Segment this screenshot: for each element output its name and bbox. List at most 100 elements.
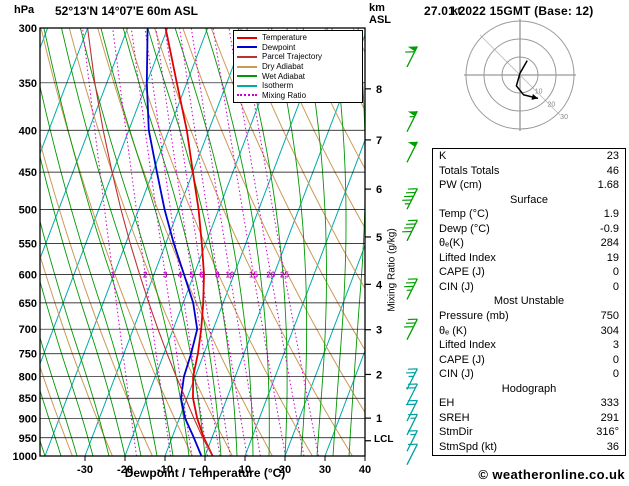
hodograph-unit-label: kt (452, 6, 461, 17)
pressure-tick-label: 900 (19, 414, 37, 426)
mixing-ratio-value: 20 (266, 270, 275, 279)
table-row-value: 36 (606, 440, 619, 453)
lcl-label: LCL (374, 434, 394, 445)
dry-adiabat-line (40, 253, 113, 456)
legend-label: Dry Adiabat (262, 62, 304, 72)
barb-staff (406, 141, 418, 163)
pressure-tick-label: 450 (19, 167, 37, 179)
wind-barb (404, 278, 418, 300)
wind-barb (406, 430, 418, 452)
hodograph-ring (501, 56, 539, 94)
x-axis-title: Dewpoint / Temperature (°C) (124, 466, 286, 480)
table-row-value: 333 (600, 397, 619, 410)
station-title: 52°13'N 14°07'E 60m ASL (55, 4, 198, 18)
barb-pennant (407, 111, 418, 117)
table-row-value: -0.9 (600, 222, 619, 235)
legend-item: Temperature (237, 33, 359, 43)
pressure-tick-label: 650 (19, 298, 37, 310)
table-row-value: 0 (612, 368, 619, 381)
table-row-value: 750 (600, 310, 619, 323)
pressure-tick-label: 800 (19, 372, 37, 384)
pressure-tick-label: 350 (19, 78, 37, 90)
pressure-tick-label: 750 (19, 349, 37, 361)
legend-label: Temperature (262, 33, 307, 43)
barb-staff (406, 430, 418, 452)
mixing-ratio-line (179, 28, 248, 456)
mixing-ratio-line (228, 28, 305, 456)
legend-item: Mixing Ratio (237, 91, 359, 101)
table-row: Lifted Index 19 (433, 251, 625, 266)
temp-tick-label: -20 (117, 464, 133, 476)
mixing-ratio-value: 25 (280, 270, 289, 279)
legend-swatch (237, 36, 257, 39)
wet-adiabat-line (43, 28, 158, 456)
pressure-tick-label: 500 (19, 205, 37, 217)
legend-swatch (237, 75, 257, 78)
temperature-curve (164, 28, 214, 456)
km-tick-label: 4 (376, 279, 383, 291)
table-row-label: CIN (J) (439, 368, 474, 381)
isotherm-line (324, 349, 365, 456)
barb-staff (406, 400, 418, 422)
wind-barb (402, 219, 418, 242)
pressure-tick-label: 400 (19, 125, 37, 137)
table-row: CIN (J) 0 (433, 367, 625, 382)
barb-pennant (407, 46, 418, 52)
table-row-label: CAPE (J) (439, 353, 485, 366)
table-row-value: 46 (606, 164, 619, 177)
table-row-label: CIN (J) (439, 280, 474, 293)
temp-tick-label: 0 (202, 464, 208, 476)
table-row: SREH 291 (433, 411, 625, 426)
isotherm-line (284, 244, 365, 456)
km-tick-label: 8 (376, 84, 382, 96)
table-row-label: Lifted Index (439, 339, 496, 352)
table-row: θₑ (K) 304 (433, 324, 625, 339)
wind-barb (406, 110, 418, 133)
hodograph-ring-label: 10 (535, 89, 543, 96)
mixing-ratio-value: 3 (163, 270, 168, 279)
mixing-ratio-line (82, 28, 137, 456)
table-row-label: θₑ(K) (439, 237, 464, 250)
table-row: Pressure (mb) 750 (433, 309, 625, 324)
pressure-tick-label: 300 (19, 23, 37, 35)
table-row: CAPE (J) 0 (433, 353, 625, 368)
table-row-label: Totals Totals (439, 164, 500, 177)
table-row: StmSpd (kt) 36 (433, 440, 625, 455)
legend-label: Mixing Ratio (262, 90, 307, 100)
mixing-ratio-value: 2 (143, 270, 148, 279)
wet-adiabat-line (40, 219, 110, 456)
table-row: Temp (°C) 1.9 (433, 207, 625, 222)
temp-tick-label: 40 (359, 464, 371, 476)
wet-adiabat-line (40, 388, 62, 456)
table-row-label: Lifted Index (439, 251, 496, 264)
barb-staff (406, 219, 418, 242)
hodograph-trace (515, 60, 539, 100)
mixing-ratio-value: 1 (111, 270, 116, 279)
legend-item: Wet Adiabat (237, 71, 359, 81)
hodograph: 10 20 30 (464, 19, 576, 131)
legend-swatch (237, 55, 257, 58)
table-row-label: EH (439, 397, 455, 410)
wind-barb (405, 399, 418, 422)
wet-adiabat-line (40, 84, 142, 456)
mixing-ratio-value: 15 (249, 270, 258, 279)
pressure-tick-label: 600 (19, 269, 37, 281)
table-row: Dewp (°C) -0.9 (433, 222, 625, 237)
data-table: K 23 Totals Totals 46 PW (cm) 1.68 Surface Temp… (432, 148, 626, 456)
table-row-value: 0 (612, 266, 619, 279)
barb-pennant (407, 141, 418, 147)
wind-barb (406, 141, 418, 163)
isotherm-line (40, 28, 129, 261)
pressure-tick-label: 1000 (13, 451, 37, 463)
dewpoint-curve (145, 28, 203, 456)
legend-item: Dry Adiabat (237, 62, 359, 72)
chart-frame (39, 27, 366, 457)
hodograph-ring (483, 38, 557, 112)
mixing-ratio-value: 5 (189, 270, 194, 279)
table-row-label: θₑ (K) (439, 324, 467, 337)
temp-tick-label: -30 (77, 464, 93, 476)
table-row-label: Dewp (°C) (439, 222, 490, 235)
legend-label: Dewpoint (262, 42, 296, 52)
table-row-value: 1.9 (603, 208, 619, 221)
